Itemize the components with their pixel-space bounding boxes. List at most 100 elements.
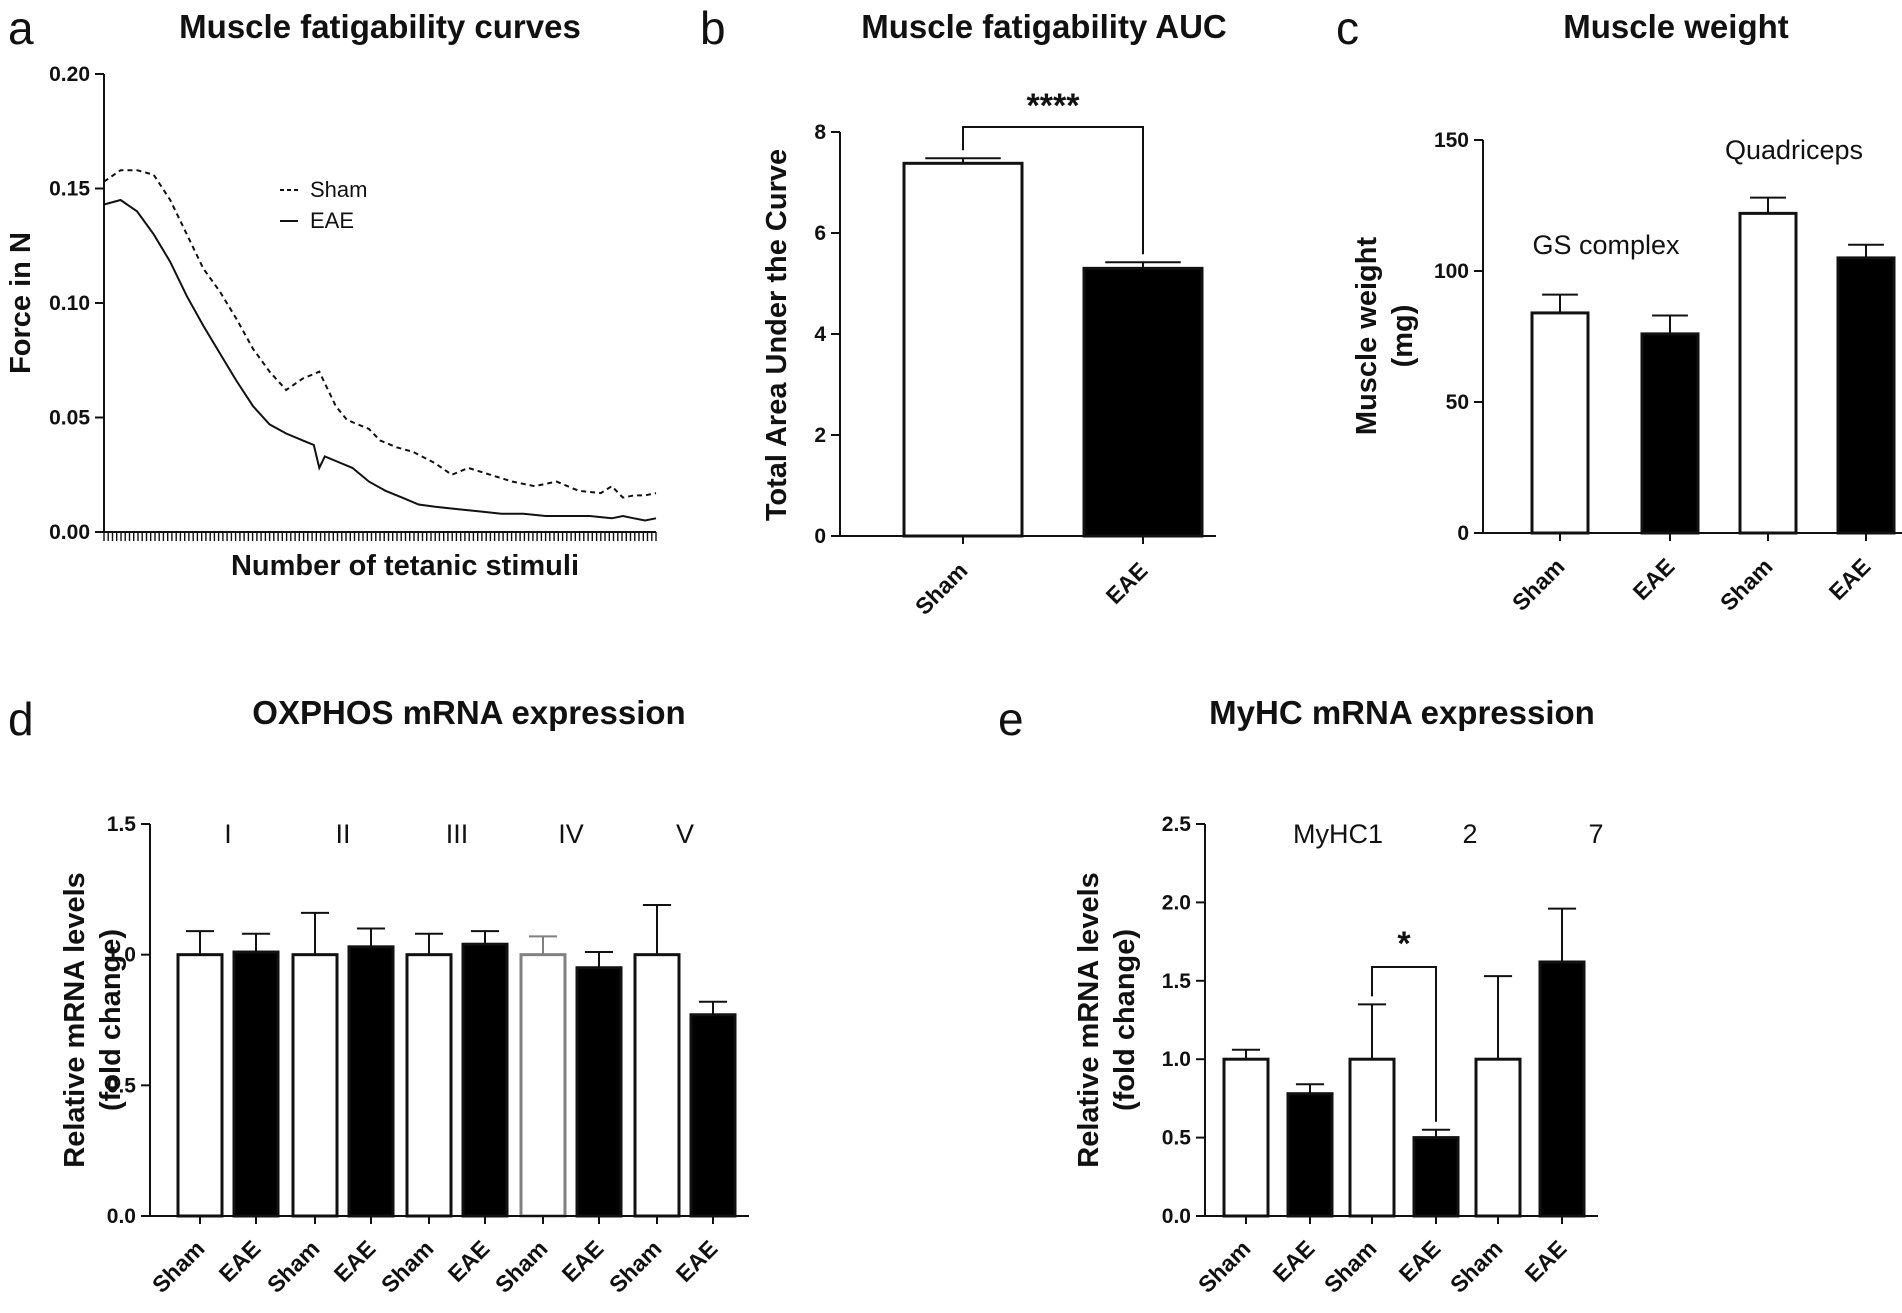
panel-b-bar-sham <box>902 161 1024 538</box>
panel-letter-b: b <box>700 2 726 54</box>
panel-a-series-eae <box>103 198 657 522</box>
panel-e-bar-sham <box>1474 1057 1522 1218</box>
panel-c-bar-eae <box>1836 256 1896 535</box>
panel-b-y-tick-label: 8 <box>814 121 826 144</box>
panel-a: a Muscle fatigability curves 0.00 0.05 0.10… <box>5 2 657 582</box>
panel-b-x-tick-label: Sham <box>910 557 973 620</box>
panel-e-y-tick-label: 1.0 <box>1162 1048 1191 1071</box>
panel-a-legend-label-eae: EAE <box>310 208 354 233</box>
panel-e-bar-eae <box>1412 1136 1460 1218</box>
panel-d-bar-sham <box>176 953 224 1218</box>
panel-e-x-tick-label: Sham <box>1445 1235 1508 1298</box>
panel-d-y-label: Relative mRNA levels (fold change) <box>59 872 127 1168</box>
panel-a-y-label: Force in N <box>5 232 37 374</box>
panel-c-bar-eae <box>1640 332 1700 535</box>
panel-e-x-tick-label: EAE <box>1394 1235 1446 1287</box>
panel-d-bar-sham <box>519 953 567 1218</box>
panel-d-x-tick-label: EAE <box>671 1235 723 1287</box>
panel-b-title: Muscle fatigability AUC <box>861 8 1227 45</box>
panel-c-x-tick-label: EAE <box>1824 553 1876 605</box>
panel-e-x-tick-label: Sham <box>1319 1235 1382 1298</box>
panel-c-x-tick-label: Sham <box>1507 553 1570 616</box>
panel-d-x-tick-label: EAE <box>329 1235 381 1287</box>
panel-d-x-tick-label: EAE <box>557 1235 609 1287</box>
panel-e-group-label: 2 <box>1462 819 1477 849</box>
panel-a-x-tick-comb <box>103 532 657 541</box>
panel-c-x-tick-label: Sham <box>1715 553 1778 616</box>
panel-c-y-tick-label: 0 <box>1457 522 1469 545</box>
panel-e-x-tick-label: EAE <box>1268 1235 1320 1287</box>
panel-d-x-tick-label: EAE <box>443 1235 495 1287</box>
panel-a-series-sham <box>103 169 657 499</box>
panel-d-x-tick-label: Sham <box>490 1235 553 1298</box>
panel-d-bar-eae <box>575 966 623 1218</box>
panel-d-group-label: II <box>335 819 350 849</box>
panel-d-y-label-line: (fold change) <box>95 929 127 1111</box>
panel-c-y-label-line: Muscle weight <box>1351 237 1383 436</box>
panel-e-y-tick-label: 0.5 <box>1162 1127 1192 1150</box>
panel-e-group-label: MyHC1 <box>1293 819 1383 849</box>
panel-c-title: Muscle weight <box>1563 8 1789 45</box>
panel-c-bar-sham <box>1530 311 1590 535</box>
panel-d-bar-eae <box>461 942 509 1218</box>
panel-e-x-tick-label: EAE <box>1520 1235 1572 1287</box>
panel-e-group-label: 7 <box>1588 819 1603 849</box>
panel-a-title: Muscle fatigability curves <box>179 8 581 45</box>
panel-c-group-label: Quadriceps <box>1725 135 1863 165</box>
panel-a-y-tick-label: 0.00 <box>49 521 90 544</box>
panel-e-y-tick-label: 1.5 <box>1162 970 1192 993</box>
panel-d-bar-sham <box>291 953 339 1218</box>
panel-b-bar-eae <box>1082 266 1204 538</box>
panel-e-significance-label: * <box>1397 925 1411 963</box>
panel-e-bar-sham <box>1222 1057 1270 1218</box>
panel-d-title: OXPHOS mRNA expression <box>252 694 685 731</box>
panel-e-title: MyHC mRNA expression <box>1209 694 1595 731</box>
panel-c-y-label: Muscle weight (mg) <box>1351 237 1419 436</box>
panel-d-x-tick-label: Sham <box>376 1235 439 1298</box>
panel-e-x-tick-label: Sham <box>1193 1235 1256 1298</box>
panel-c-y-label-line: (mg) <box>1387 305 1419 368</box>
panel-d-y-label-line: Relative mRNA levels <box>59 872 91 1168</box>
panel-d-group-label: I <box>224 819 232 849</box>
panel-a-y-tick-label: 0.05 <box>49 407 90 430</box>
panel-letter-e: e <box>998 693 1024 745</box>
panel-d-bar-sham <box>633 953 681 1218</box>
panel-d-x-tick-label: Sham <box>147 1235 210 1298</box>
panel-b: b Muscle fatigability AUC 0 2 4 6 8 Total Area… <box>700 2 1227 620</box>
panel-e-bar-sham <box>1348 1057 1396 1218</box>
panel-letter-a: a <box>8 2 34 54</box>
panel-a-y-tick-label: 0.15 <box>49 178 90 201</box>
panel-e-bar-eae <box>1286 1092 1334 1218</box>
panel-e-y-tick-label: 0.0 <box>1162 1205 1191 1228</box>
panel-b-y-label: Total Area Under the Curve <box>761 149 793 521</box>
panel-d-group-label: V <box>676 819 694 849</box>
panel-c-bar-sham <box>1738 211 1798 535</box>
panel-e-y-tick-label: 2.5 <box>1162 813 1192 836</box>
panel-b-significance-label: **** <box>1027 87 1081 125</box>
panel-d-bar-eae <box>689 1013 737 1218</box>
panel-a-legend-label-sham: Sham <box>310 177 367 202</box>
panel-e: e MyHC mRNA expression 0.0 0.5 1.0 1.5 2.0 2.5… <box>998 693 1604 1298</box>
panel-c-group-label: GS complex <box>1532 230 1680 260</box>
panel-d-y-tick-label: 0.5 <box>107 1074 137 1097</box>
panel-c-x-tick-label: EAE <box>1628 553 1680 605</box>
panel-a-y-tick-label: 0.20 <box>49 63 90 86</box>
panel-b-y-tick-label: 2 <box>814 424 826 447</box>
panel-e-y-label-line: (fold change) <box>1109 929 1141 1111</box>
panel-d-group-label: III <box>446 819 469 849</box>
panel-e-y-label-line: Relative mRNA levels <box>1073 872 1105 1168</box>
panel-d-bar-eae <box>347 945 395 1218</box>
panel-d-group-label: IV <box>558 819 584 849</box>
panel-c-y-tick-label: 50 <box>1446 391 1469 414</box>
panel-d-y-tick-label: 0.0 <box>107 1205 136 1228</box>
panel-e-y-label: Relative mRNA levels (fold change) <box>1073 872 1141 1168</box>
panel-d-x-tick-label: Sham <box>262 1235 325 1298</box>
panel-letter-c: c <box>1336 2 1359 54</box>
panel-d-x-tick-label: EAE <box>214 1235 266 1287</box>
panel-b-y-tick-label: 0 <box>814 525 826 548</box>
panel-d-bar-sham <box>405 953 453 1218</box>
panel-b-significance-bracket <box>962 126 1144 255</box>
panel-b-x-tick-label: EAE <box>1101 557 1153 609</box>
panel-a-x-label: Number of tetanic stimuli <box>231 550 579 582</box>
